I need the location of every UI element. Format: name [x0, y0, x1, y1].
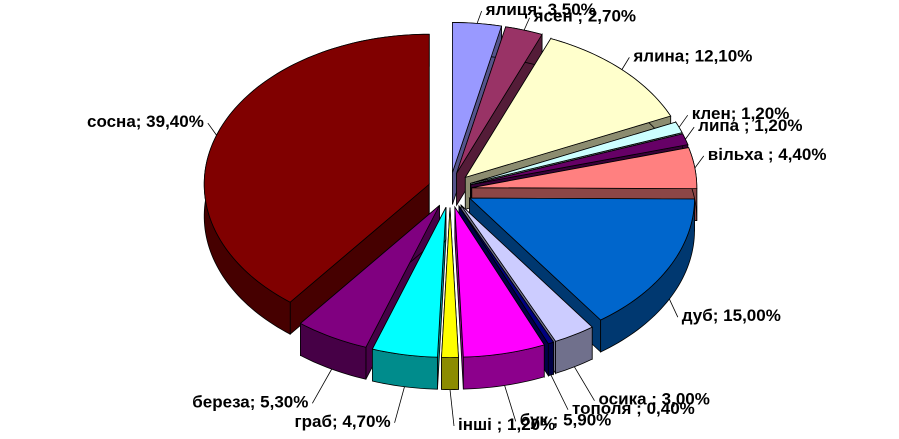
slice-top	[464, 38, 672, 179]
leader-line	[394, 386, 405, 423]
value-label: 4,40%	[778, 145, 826, 164]
data-label: граб; 4,70%	[295, 412, 391, 431]
category-label: вільха ;	[708, 145, 774, 164]
data-label: інші ; 1,20%	[458, 415, 555, 434]
data-label: бук ; 5,90%	[520, 411, 612, 430]
category-label: бук ;	[520, 411, 559, 430]
slice-wall	[441, 357, 459, 391]
leader-line	[476, 10, 483, 24]
leader-line	[694, 155, 705, 169]
slice-top	[441, 207, 459, 359]
data-label: дуб; 15,00%	[682, 307, 781, 326]
slice-top	[468, 197, 695, 321]
data-label: осика ; 3,00%	[599, 390, 710, 409]
leader-line	[678, 114, 689, 128]
category-label: ялина;	[632, 47, 690, 66]
slice	[203, 33, 430, 336]
data-label: ялина; 12,10%	[632, 47, 752, 66]
value-label: 39,40%	[146, 113, 204, 132]
category-label: інші ;	[458, 415, 502, 434]
data-label: клен; 1,20%	[692, 105, 790, 124]
category-label: тополя ;	[572, 399, 642, 418]
data-label: тополя ; 0,40%	[572, 399, 695, 418]
category-label: липа ;	[698, 117, 749, 136]
value-label: 0,40%	[647, 399, 695, 418]
value-label: 3,50%	[548, 0, 596, 19]
slice-top	[456, 26, 543, 174]
value-label: 1,20%	[741, 105, 789, 124]
category-label: сосна;	[87, 113, 141, 132]
leader-line	[523, 17, 530, 31]
data-label: сосна; 39,40%	[87, 113, 204, 132]
value-label: 3,00%	[662, 390, 710, 409]
leader-line	[312, 368, 333, 404]
value-label: 12,10%	[695, 47, 753, 66]
data-label: липа ; 1,20%	[698, 117, 802, 136]
value-label: 4,70%	[342, 412, 390, 431]
slice	[454, 205, 545, 390]
leader-line	[449, 389, 455, 427]
category-label: ялиця;	[485, 0, 543, 19]
category-label: клен;	[692, 105, 737, 124]
leader-line	[685, 126, 695, 140]
category-label: граб;	[295, 412, 338, 431]
category-label: ясен ;	[533, 7, 583, 26]
data-label: ялиця; 3,50%	[485, 0, 596, 19]
slice-wall	[547, 341, 554, 377]
leader-line	[621, 57, 630, 70]
leader-line	[504, 385, 517, 422]
slice-top	[454, 205, 545, 358]
slice-top	[371, 207, 447, 358]
category-label: осика ;	[599, 390, 657, 409]
slice	[371, 207, 447, 390]
value-label: 5,90%	[563, 411, 611, 430]
value-label: 1,20%	[507, 415, 555, 434]
slice-top	[452, 22, 503, 173]
category-label: береза;	[192, 393, 255, 412]
slice-top	[458, 205, 555, 345]
leader-line	[550, 374, 569, 410]
slice-top	[299, 205, 440, 348]
category-label: дуб;	[682, 307, 719, 326]
value-label: 2,70%	[588, 7, 636, 26]
slice-top	[460, 204, 593, 342]
value-label: 15,00%	[723, 307, 781, 326]
data-label: береза; 5,30%	[192, 393, 308, 412]
data-label: ясен ; 2,70%	[533, 7, 636, 26]
value-label: 1,20%	[754, 117, 802, 136]
slice	[441, 207, 459, 391]
leader-line	[669, 298, 679, 318]
leader-line	[207, 122, 217, 136]
leader-line	[574, 366, 595, 401]
value-label: 5,30%	[260, 393, 308, 412]
data-label: вільха ; 4,40%	[708, 145, 827, 164]
